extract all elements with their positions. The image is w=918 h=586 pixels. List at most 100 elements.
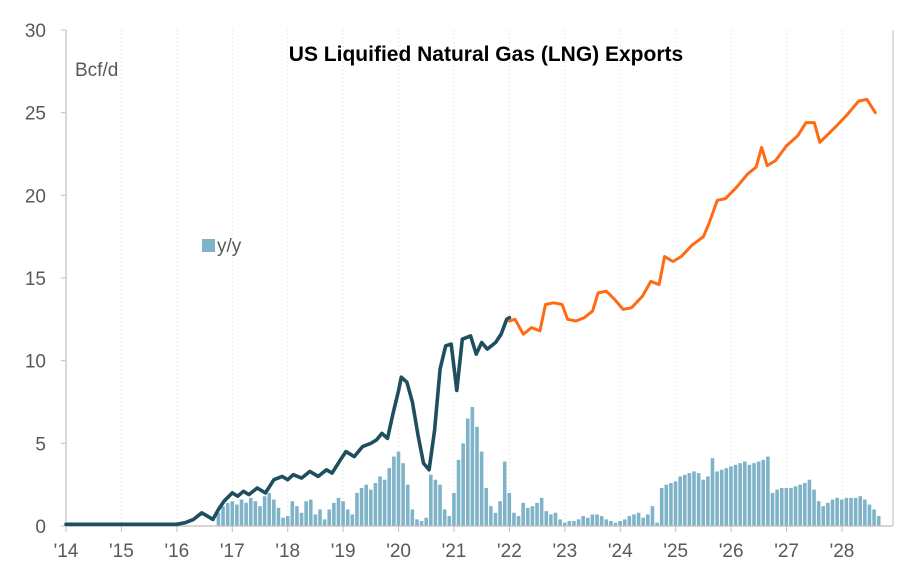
yoy-bar — [267, 492, 272, 526]
yoy-bar — [308, 499, 313, 526]
y-tick-label: 25 — [25, 104, 46, 125]
yoy-bar — [299, 512, 304, 526]
legend: y/y — [202, 236, 242, 257]
yoy-bar — [419, 521, 424, 526]
forecast-line — [507, 97, 877, 336]
chart-title: US Liquified Natural Gas (LNG) Exports — [289, 43, 683, 66]
yoy-bar — [599, 516, 604, 526]
yoy-bar — [839, 499, 844, 526]
yoy-bar — [345, 509, 350, 526]
yoy-bar — [853, 497, 858, 526]
y-axis-unit-label: Bcf/d — [75, 60, 118, 81]
yoy-bar — [332, 502, 336, 526]
yoy-bar — [641, 517, 646, 526]
yoy-bar — [322, 519, 327, 526]
yoy-bar — [876, 516, 881, 526]
yoy-bar — [290, 501, 295, 526]
yoy-bar — [373, 483, 378, 526]
yoy-bar — [789, 487, 793, 526]
yoy-bar — [761, 459, 766, 526]
yoy-bar — [512, 512, 516, 526]
yoy-bar — [738, 463, 742, 526]
yoy-bar — [392, 456, 396, 526]
yoy-bar — [525, 507, 530, 526]
yoy-bar — [248, 497, 253, 526]
yoy-bar — [239, 499, 244, 526]
yoy-bar — [567, 521, 572, 526]
yoy-bar — [461, 443, 465, 526]
gridlines — [120, 30, 843, 526]
yoy-bar — [507, 492, 512, 526]
yoy-bar — [350, 514, 355, 526]
yoy-bar — [336, 497, 341, 526]
x-tick-label: '27 — [774, 541, 799, 562]
yoy-bar — [313, 514, 318, 526]
yoy-bar — [604, 519, 609, 526]
yoy-bar — [516, 516, 521, 526]
yoy-bar — [636, 512, 641, 526]
legend-label-yoy: y/y — [217, 236, 242, 257]
x-tick-label: '18 — [275, 541, 300, 562]
yoy-bar — [812, 489, 816, 526]
yoy-bar — [341, 501, 345, 526]
yoy-bar — [803, 483, 807, 526]
yoy-bar — [355, 492, 359, 526]
yoy-bar — [318, 509, 322, 526]
yoy-bar — [613, 522, 618, 526]
yoy-bar — [807, 479, 812, 526]
x-tick-label: '25 — [663, 541, 688, 562]
yoy-bar — [475, 426, 479, 526]
y-tick-label: 0 — [35, 517, 46, 538]
yoy-bar — [872, 509, 876, 526]
yoy-bar — [387, 468, 392, 526]
y-tick-label: 15 — [25, 269, 46, 290]
yoy-bar — [692, 471, 696, 526]
yoy-bar — [553, 512, 558, 526]
yoy-bar — [729, 466, 733, 526]
yoy-bar — [627, 516, 632, 526]
yoy-bar — [659, 487, 664, 526]
yoy-bar — [710, 458, 715, 526]
yoy-bar — [378, 476, 382, 526]
yoy-bar — [327, 509, 332, 526]
yoy-bar — [618, 521, 622, 526]
yoy-bar — [793, 486, 798, 526]
yoy-bar — [544, 511, 549, 526]
yoy-bar — [272, 499, 276, 526]
yoy-bar — [415, 519, 419, 526]
yoy-bar — [539, 497, 544, 526]
x-tick-label: '15 — [109, 541, 134, 562]
yoy-bar — [867, 504, 872, 526]
yoy-bar — [682, 474, 687, 526]
x-tick-label: '28 — [830, 541, 855, 562]
yoy-bar — [489, 506, 493, 526]
yoy-bar — [752, 463, 756, 526]
yoy-bar — [359, 487, 364, 526]
y-tick-label: 20 — [25, 186, 46, 207]
yoy-bar — [465, 418, 470, 526]
yoy-bar — [429, 474, 433, 526]
yoy-bar — [558, 519, 562, 526]
yoy-bar — [452, 492, 456, 526]
yoy-bar — [849, 497, 853, 526]
series-lines — [64, 97, 877, 527]
yoy-bar — [724, 468, 729, 526]
yoy-bar — [775, 489, 779, 526]
x-tick-label: '23 — [552, 541, 577, 562]
yoy-bar — [230, 501, 235, 526]
yoy-bar — [285, 516, 290, 526]
yoy-bar — [304, 501, 308, 526]
yoy-bar — [669, 483, 673, 526]
yoy-bars — [216, 406, 881, 526]
yoy-bar — [405, 484, 410, 526]
yoy-bar — [687, 473, 692, 526]
yoy-bar — [844, 497, 849, 526]
yoy-bar — [821, 506, 826, 526]
yoy-bar — [410, 509, 415, 526]
yoy-bar — [216, 512, 221, 526]
yoy-bar — [479, 451, 484, 526]
x-tick-label: '26 — [719, 541, 744, 562]
yoy-bar — [830, 499, 835, 526]
yoy-bar — [646, 514, 650, 526]
